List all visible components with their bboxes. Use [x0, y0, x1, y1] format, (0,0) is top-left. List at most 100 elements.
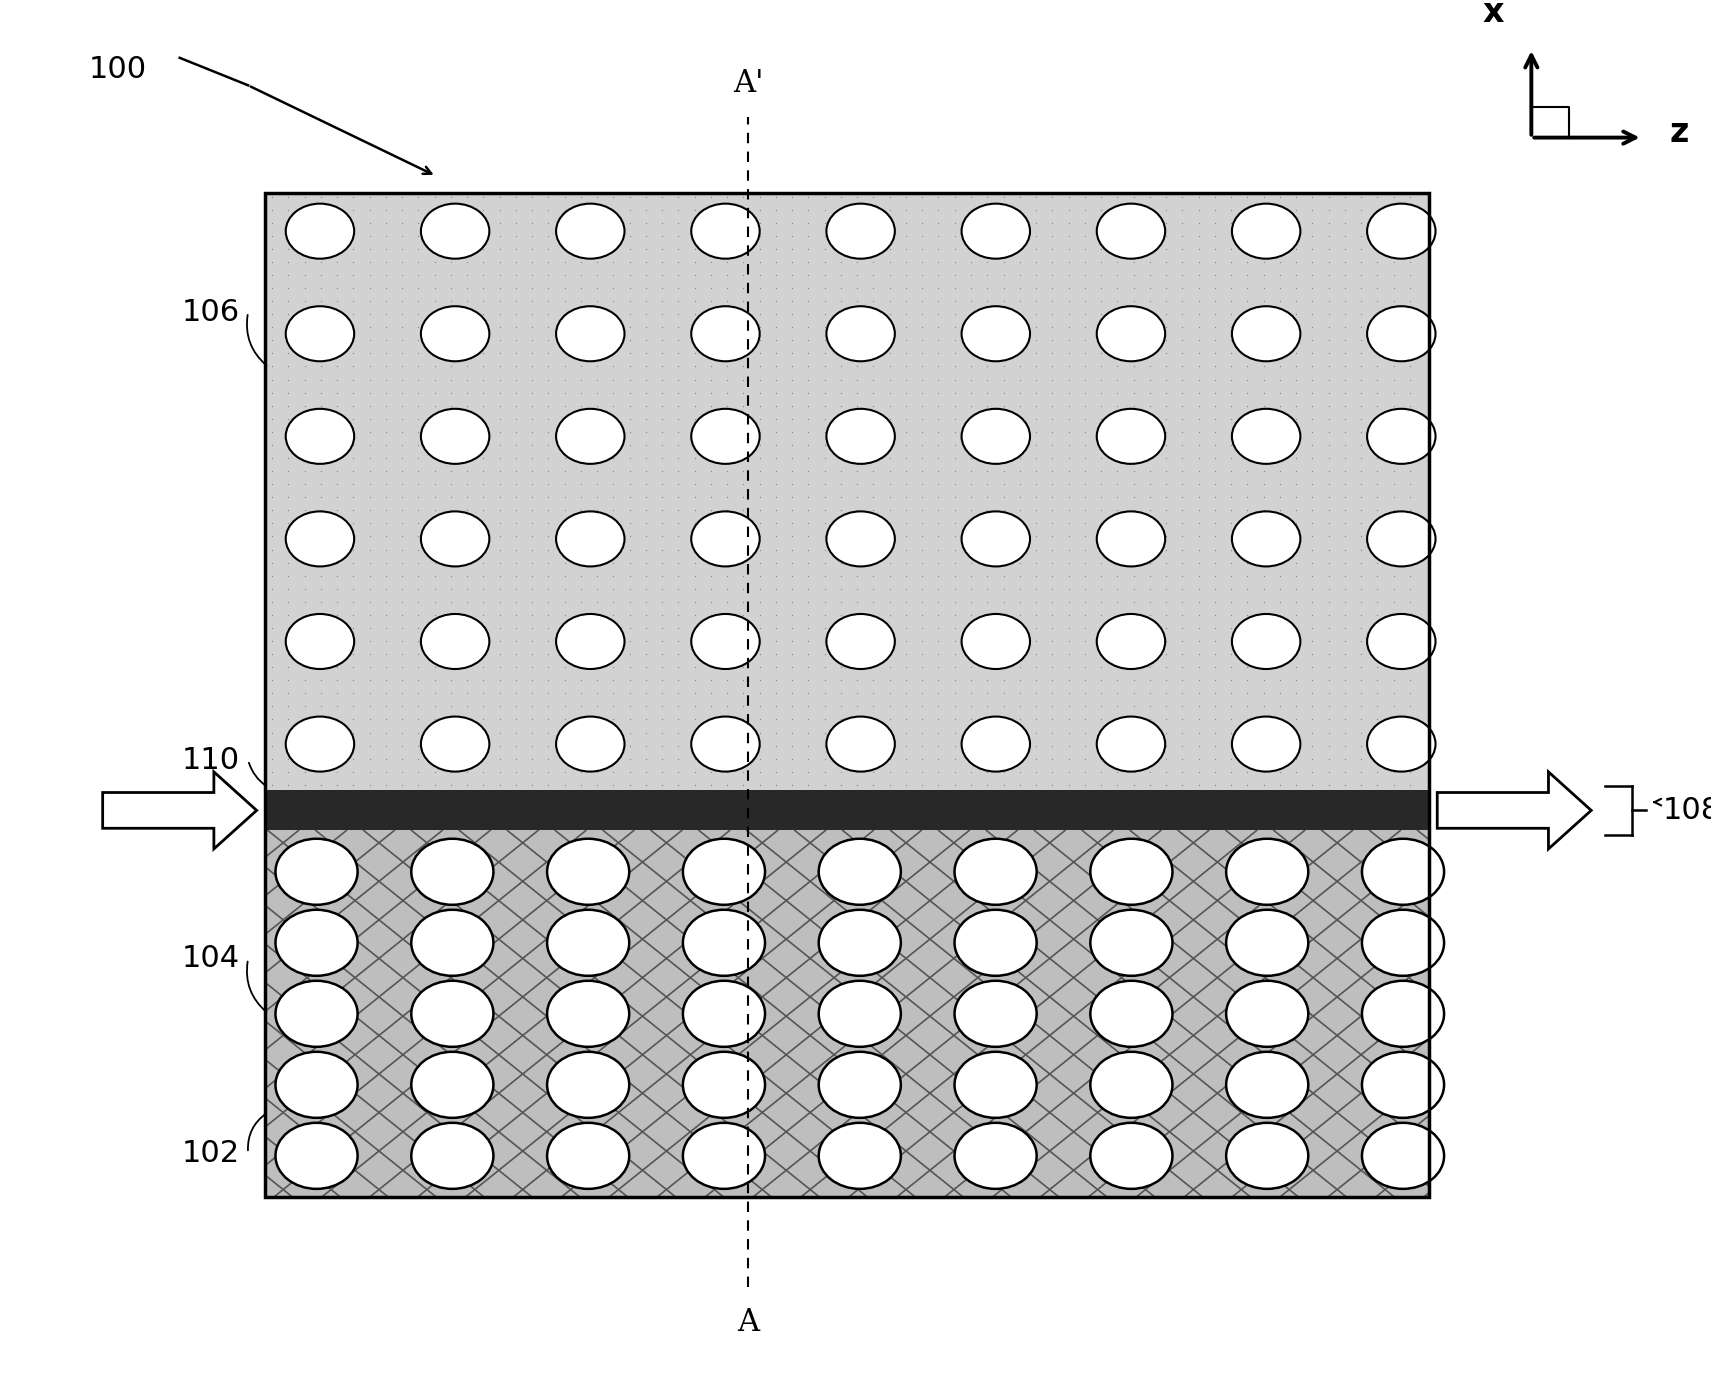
- Bar: [265, 790, 1429, 831]
- Bar: [265, 831, 1429, 1197]
- Circle shape: [556, 512, 625, 567]
- Circle shape: [1362, 1051, 1444, 1117]
- Circle shape: [548, 910, 630, 976]
- Circle shape: [962, 204, 1030, 259]
- Circle shape: [556, 614, 625, 669]
- Circle shape: [548, 981, 630, 1047]
- Text: 110: 110: [181, 746, 240, 775]
- Circle shape: [1097, 614, 1165, 669]
- Circle shape: [1362, 981, 1444, 1047]
- Text: 104: 104: [181, 944, 240, 973]
- Text: x: x: [1483, 0, 1504, 29]
- Text: A': A': [732, 67, 763, 99]
- Circle shape: [1362, 1123, 1444, 1189]
- Circle shape: [556, 717, 625, 772]
- Circle shape: [826, 614, 895, 669]
- Circle shape: [955, 839, 1037, 905]
- Circle shape: [691, 512, 760, 567]
- Circle shape: [1090, 1051, 1172, 1117]
- Circle shape: [691, 717, 760, 772]
- Circle shape: [275, 1123, 358, 1189]
- Circle shape: [683, 910, 765, 976]
- Circle shape: [286, 614, 354, 669]
- Text: z: z: [1670, 116, 1689, 149]
- Circle shape: [691, 307, 760, 362]
- Circle shape: [1227, 910, 1309, 976]
- Circle shape: [683, 1051, 765, 1117]
- Circle shape: [556, 307, 625, 362]
- Circle shape: [691, 614, 760, 669]
- Circle shape: [955, 1123, 1037, 1189]
- Circle shape: [955, 1051, 1037, 1117]
- Circle shape: [286, 204, 354, 259]
- Circle shape: [421, 409, 489, 464]
- Bar: [265, 193, 1429, 1197]
- Circle shape: [818, 910, 900, 976]
- Circle shape: [286, 512, 354, 567]
- Circle shape: [955, 981, 1037, 1047]
- Circle shape: [1097, 409, 1165, 464]
- Circle shape: [1097, 204, 1165, 259]
- Circle shape: [826, 717, 895, 772]
- Circle shape: [1367, 307, 1436, 362]
- Circle shape: [1090, 839, 1172, 905]
- Circle shape: [1232, 717, 1300, 772]
- Circle shape: [962, 307, 1030, 362]
- Circle shape: [1367, 512, 1436, 567]
- Circle shape: [683, 1123, 765, 1189]
- Circle shape: [1227, 839, 1309, 905]
- Circle shape: [421, 614, 489, 669]
- Circle shape: [1232, 614, 1300, 669]
- Circle shape: [1362, 839, 1444, 905]
- Circle shape: [691, 409, 760, 464]
- Circle shape: [691, 204, 760, 259]
- Circle shape: [411, 981, 493, 1047]
- Circle shape: [411, 1123, 493, 1189]
- Circle shape: [1362, 910, 1444, 976]
- Circle shape: [421, 307, 489, 362]
- Circle shape: [421, 717, 489, 772]
- Circle shape: [1090, 910, 1172, 976]
- Circle shape: [421, 512, 489, 567]
- Text: 108: 108: [1663, 795, 1711, 824]
- Circle shape: [1367, 717, 1436, 772]
- Circle shape: [1232, 307, 1300, 362]
- Circle shape: [818, 981, 900, 1047]
- Circle shape: [1232, 409, 1300, 464]
- Circle shape: [962, 717, 1030, 772]
- Circle shape: [826, 307, 895, 362]
- Circle shape: [286, 717, 354, 772]
- Circle shape: [411, 839, 493, 905]
- Circle shape: [548, 839, 630, 905]
- Circle shape: [1097, 307, 1165, 362]
- Circle shape: [955, 910, 1037, 976]
- Circle shape: [818, 1123, 900, 1189]
- Circle shape: [1232, 204, 1300, 259]
- Circle shape: [962, 614, 1030, 669]
- Circle shape: [683, 839, 765, 905]
- Circle shape: [411, 910, 493, 976]
- Circle shape: [275, 981, 358, 1047]
- Bar: [265, 193, 1429, 790]
- Circle shape: [1090, 1123, 1172, 1189]
- Circle shape: [286, 307, 354, 362]
- Circle shape: [548, 1051, 630, 1117]
- Text: 106: 106: [181, 297, 240, 326]
- Circle shape: [556, 409, 625, 464]
- Circle shape: [826, 204, 895, 259]
- Circle shape: [1227, 981, 1309, 1047]
- Circle shape: [1227, 1123, 1309, 1189]
- Circle shape: [818, 839, 900, 905]
- Circle shape: [421, 204, 489, 259]
- Circle shape: [275, 839, 358, 905]
- Text: A: A: [737, 1307, 760, 1339]
- Circle shape: [826, 512, 895, 567]
- Text: 100: 100: [89, 55, 147, 84]
- Circle shape: [1097, 512, 1165, 567]
- Circle shape: [1367, 409, 1436, 464]
- Circle shape: [818, 1051, 900, 1117]
- Circle shape: [683, 981, 765, 1047]
- Circle shape: [1232, 512, 1300, 567]
- Circle shape: [1227, 1051, 1309, 1117]
- Circle shape: [826, 409, 895, 464]
